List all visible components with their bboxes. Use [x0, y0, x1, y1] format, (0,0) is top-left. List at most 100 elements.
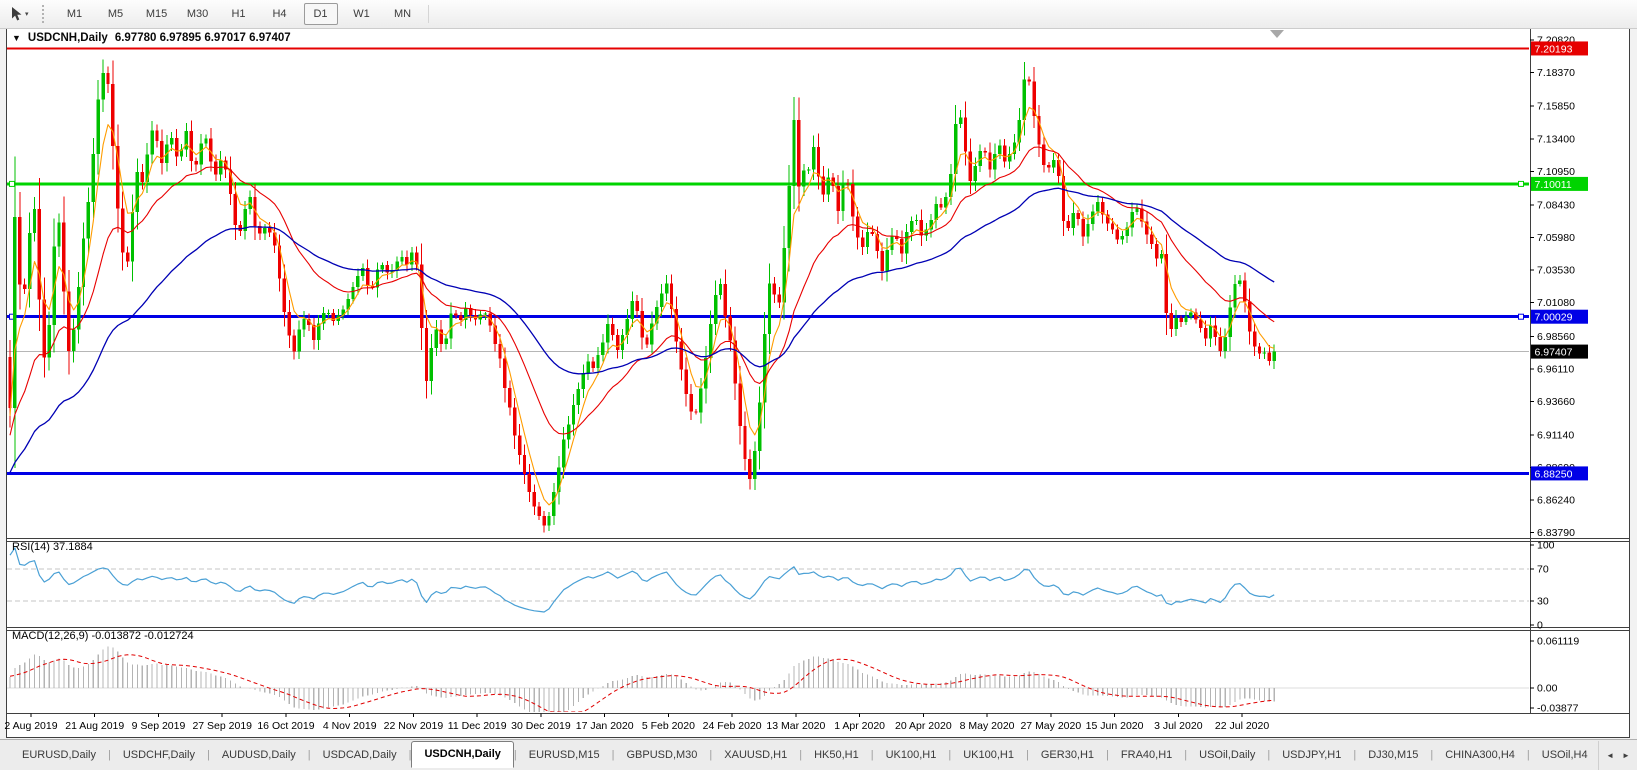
date-tick-label: 9 Sep 2019: [132, 720, 186, 732]
chart-tab-audusd-daily[interactable]: AUDUSD,Daily: [221, 749, 296, 761]
chart-symbol-label: USDCNH,Daily: [27, 32, 108, 44]
svg-text:7.10011: 7.10011: [1535, 179, 1572, 191]
svg-text:6.97407: 6.97407: [1535, 347, 1573, 359]
line-handle: [1518, 313, 1524, 320]
price-tick-label: 7.18370: [1537, 67, 1575, 79]
tab-separator: |: [307, 749, 311, 761]
macd-signal-line: [9, 654, 1275, 712]
chart-tab-eurusd-daily[interactable]: EURUSD,Daily: [22, 749, 96, 761]
chart-tab-usdcnh-daily[interactable]: USDCNH,Daily: [411, 740, 514, 768]
date-axis: 2 Aug 2019 21 Aug 2019 9 Sep 2019 27 Sep 20…: [4, 713, 1269, 732]
moving-average-50: [9, 187, 1275, 473]
tab-separator: |: [1526, 749, 1530, 761]
macd-tick-label: 0.061119: [1537, 636, 1579, 648]
chart-title: ▼ USDCNH,Daily 6.97780 6.97895 6.97017 6…: [12, 32, 291, 44]
date-tick-label: 20 Apr 2020: [895, 720, 952, 732]
date-tick-label: 15 Jun 2020: [1086, 720, 1144, 732]
chart-tabs-bar: EURUSD,Daily | USDCHF,Daily | AUDUSD,Daily | U…: [0, 739, 1637, 770]
price-tick-label: 6.96110: [1537, 363, 1574, 375]
chart-tab-usoil-h4[interactable]: USOil,H4: [1541, 749, 1588, 761]
chart-tab-gbpusd-m30[interactable]: GBPUSD,M30: [626, 749, 698, 761]
toolbar-separator: [427, 5, 429, 23]
chart-tab-dj30-m15[interactable]: DJ30,M15: [1368, 749, 1419, 761]
timeframe-button-m15[interactable]: M15: [145, 8, 168, 20]
tab-separator: |: [799, 749, 803, 761]
price-tick-label: 6.91140: [1537, 429, 1574, 441]
chart-tab-eurusd-m15[interactable]: EURUSD,M15: [528, 749, 600, 761]
price-tick-label: 6.98560: [1537, 331, 1575, 343]
chart-tab-ger30-h1[interactable]: GER30,H1: [1040, 749, 1095, 761]
tab-separator: |: [206, 749, 210, 761]
date-tick-label: 11 Dec 2019: [448, 720, 507, 732]
chart-tab-uk100-h1[interactable]: UK100,H1: [963, 749, 1014, 761]
tab-separator: |: [513, 749, 517, 761]
timeframe-button-h1[interactable]: H1: [231, 8, 246, 20]
toolbar-grip[interactable]: [41, 5, 48, 23]
timeframe-button-h4[interactable]: H4: [272, 8, 287, 20]
price-tick-label: 7.01080: [1537, 297, 1575, 309]
timeframe-button-m30[interactable]: M30: [186, 8, 209, 20]
tab-separator: |: [948, 749, 952, 761]
candlesticks: [8, 59, 1276, 533]
price-tick-label: 6.86240: [1537, 495, 1575, 507]
chart-tab-usoil-daily[interactable]: USOil,Daily: [1199, 749, 1256, 761]
date-tick-label: 24 Feb 2020: [703, 720, 762, 732]
price-tick-label: 7.08430: [1537, 199, 1575, 211]
chart-tab-usdchf-daily[interactable]: USDCHF,Daily: [122, 749, 195, 761]
date-tick-label: 13 Mar 2020: [766, 720, 825, 732]
macd-indicator-label: MACD(12,26,9) -0.013872 -0.012724: [12, 630, 194, 642]
tab-separator: |: [870, 749, 874, 761]
price-tag-6.97407: 6.97407: [1531, 344, 1588, 359]
tab-separator: |: [1430, 749, 1434, 761]
toolbar: ▾ M1 M5 M15 M30 H1 H4 D1 W1 MN: [0, 0, 1637, 29]
tab-separator: |: [408, 749, 412, 761]
timeframe-button-d1[interactable]: D1: [303, 3, 338, 25]
pointer-icon: [12, 7, 22, 21]
rsi-tick-label: 100: [1537, 540, 1555, 552]
tab-separator: |: [1267, 749, 1271, 761]
macd-tick-label: -0.03877: [1537, 703, 1579, 715]
date-tick-label: 22 Jul 2020: [1215, 720, 1269, 732]
line-handle: [1518, 180, 1524, 187]
tab-separator: |: [709, 749, 713, 761]
tab-separator: |: [1106, 749, 1109, 761]
date-tick-label: 27 May 2020: [1020, 720, 1081, 732]
dropdown-caret-icon: ▾: [25, 10, 29, 18]
date-tick-label: 27 Sep 2019: [192, 720, 252, 732]
date-tick-label: 17 Jan 2020: [576, 720, 634, 732]
date-tick-label: 30 Dec 2019: [511, 720, 571, 732]
svg-text:6.88250: 6.88250: [1535, 468, 1573, 480]
tab-scroll-right-icon[interactable]: ►: [1622, 751, 1630, 760]
cursor-tool-button[interactable]: ▾: [4, 3, 34, 25]
chart-tab-usdjpy-h1[interactable]: USDJPY,H1: [1282, 749, 1342, 761]
line-handle: [9, 180, 15, 187]
timeframe-button-m5[interactable]: M5: [107, 8, 124, 20]
chart-tab-uk100-h1[interactable]: UK100,H1: [885, 749, 937, 761]
date-tick-label: 2 Aug 2019: [4, 720, 57, 732]
chart-tab-xauusd-h1[interactable]: XAUUSD,H1: [724, 749, 788, 761]
chart-tab-china300-h4[interactable]: CHINA300,H4: [1445, 749, 1515, 761]
tab-scroll-left-icon[interactable]: ◄: [1606, 751, 1614, 760]
price-tick-label: 7.10950: [1537, 166, 1575, 178]
svg-text:7.20193: 7.20193: [1535, 43, 1573, 55]
price-tag-7.00029: 7.00029: [1531, 309, 1588, 324]
rsi-tick-label: 70: [1537, 564, 1549, 576]
chart-tab-fra40-h1[interactable]: FRA40,H1: [1120, 749, 1173, 761]
chart-ohlc-values: 6.97780 6.97895 6.97017 6.97407: [114, 32, 291, 44]
chart-canvas[interactable]: 7.208207.183707.158507.134007.109507.084…: [0, 0, 1637, 740]
chart-tab-hk50-h1[interactable]: HK50,H1: [814, 749, 859, 761]
chart-menu-icon[interactable]: ▼: [12, 33, 21, 43]
timeframe-button-mn[interactable]: MN: [393, 8, 412, 20]
date-tick-label: 1 Apr 2020: [834, 720, 885, 732]
rsi-tick-label: 30: [1537, 596, 1549, 608]
tab-separator: |: [1184, 749, 1188, 761]
timeframe-button-m1[interactable]: M1: [66, 8, 83, 20]
date-tick-label: 3 Jul 2020: [1154, 720, 1203, 732]
price-tick-label: 7.15850: [1537, 101, 1575, 113]
chart-tabs: EURUSD,Daily | USDCHF,Daily | AUDUSD,Daily | U…: [10, 740, 1600, 770]
tab-separator: |: [107, 749, 111, 761]
timeframe-button-w1[interactable]: W1: [353, 8, 370, 20]
date-tick-label: 8 May 2020: [960, 720, 1015, 732]
chart-tab-usdcad-daily[interactable]: USDCAD,Daily: [322, 749, 397, 761]
